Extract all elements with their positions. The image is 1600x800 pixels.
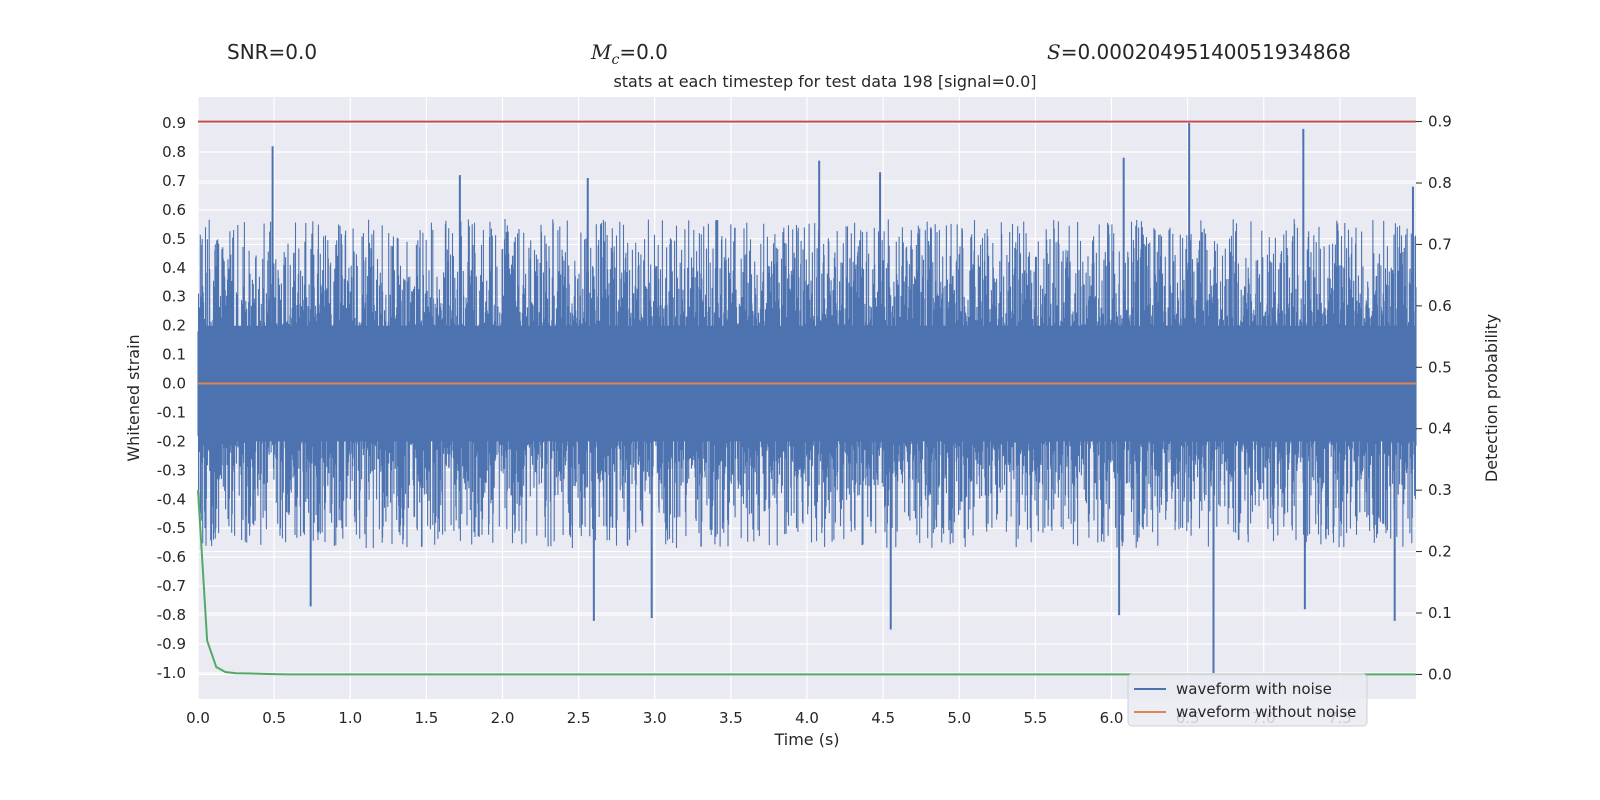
y-tick-label: -0.5 (157, 519, 186, 537)
chirp-mass-subscript: c (611, 52, 620, 68)
y2-tick-label: 0.1 (1428, 604, 1452, 622)
y-tick-label: 0.9 (162, 114, 186, 132)
y-tick-label: -0.6 (157, 548, 186, 566)
legend-label: waveform with noise (1176, 680, 1332, 698)
chirp-mass-label: Mc=0.0 (591, 40, 668, 68)
y-tick-label: 0.3 (162, 288, 186, 306)
score-symbol: S (1047, 40, 1061, 64)
y-tick-label: 0.6 (162, 201, 186, 219)
y-tick-label: 0.0 (162, 375, 186, 393)
y-tick-label: -1.0 (157, 664, 186, 682)
y2-tick-label: 0.6 (1428, 297, 1452, 315)
y2-tick-label: 0.0 (1428, 665, 1452, 683)
y2-tick-label: 0.4 (1428, 420, 1452, 438)
x-tick-label: 6.0 (1100, 709, 1124, 727)
chirp-mass-symbol: M (591, 40, 612, 64)
score-label: S=0.00020495140051934868 (1047, 40, 1351, 64)
x-tick-label: 5.5 (1023, 709, 1047, 727)
snr-label: SNR=0.0 (227, 40, 318, 64)
x-axis-label: Time (s) (773, 730, 839, 749)
y-tick-label: -0.7 (157, 577, 186, 595)
score-value: =0.00020495140051934868 (1060, 40, 1352, 64)
legend-box (1127, 673, 1368, 727)
y-tick-label: 0.7 (162, 172, 186, 190)
y-tick-label: -0.1 (157, 403, 186, 421)
y-tick-label: 0.1 (162, 346, 186, 364)
x-tick-label: 4.0 (795, 709, 819, 727)
y2-tick-label: 0.8 (1428, 174, 1452, 192)
y-tick-label: -0.4 (157, 490, 186, 508)
x-tick-label: 1.5 (414, 709, 438, 727)
x-tick-label: 4.5 (871, 709, 895, 727)
y-tick-label: -0.8 (157, 606, 186, 624)
detection-probability-line (197, 490, 1416, 676)
x-tick-label: 2.0 (491, 709, 515, 727)
y2-tick-label: 0.3 (1428, 481, 1452, 499)
y-tick-label: 0.8 (162, 143, 186, 161)
y2-tick-label: 0.7 (1428, 235, 1452, 253)
y-axis-label: Whitened strain (124, 334, 143, 461)
x-tick-label: 1.0 (338, 709, 362, 727)
x-tick-label: 3.5 (719, 709, 743, 727)
x-tick-label: 0.0 (186, 709, 210, 727)
y-tick-label: -0.2 (157, 432, 186, 450)
y2-tick-label: 0.2 (1428, 543, 1452, 561)
x-tick-label: 3.0 (643, 709, 667, 727)
x-tick-label: 2.5 (567, 709, 591, 727)
x-tick-label: 0.5 (262, 709, 286, 727)
y2-tick-label: 0.5 (1428, 358, 1452, 376)
chirp-mass-value: =0.0 (619, 40, 668, 64)
y2-axis-label: Detection probability (1482, 314, 1501, 482)
y2-tick-label: 0.9 (1428, 113, 1452, 131)
y-tick-label: 0.2 (162, 317, 186, 335)
x-tick-label: 5.0 (947, 709, 971, 727)
y-tick-label: 0.4 (162, 259, 186, 277)
chart-title: stats at each timestep for test data 198… (613, 72, 1037, 91)
y-tick-label: 0.5 (162, 230, 186, 248)
y-tick-label: -0.3 (157, 461, 186, 479)
y-tick-label: -0.9 (157, 635, 186, 653)
legend-label: waveform without noise (1176, 703, 1356, 721)
